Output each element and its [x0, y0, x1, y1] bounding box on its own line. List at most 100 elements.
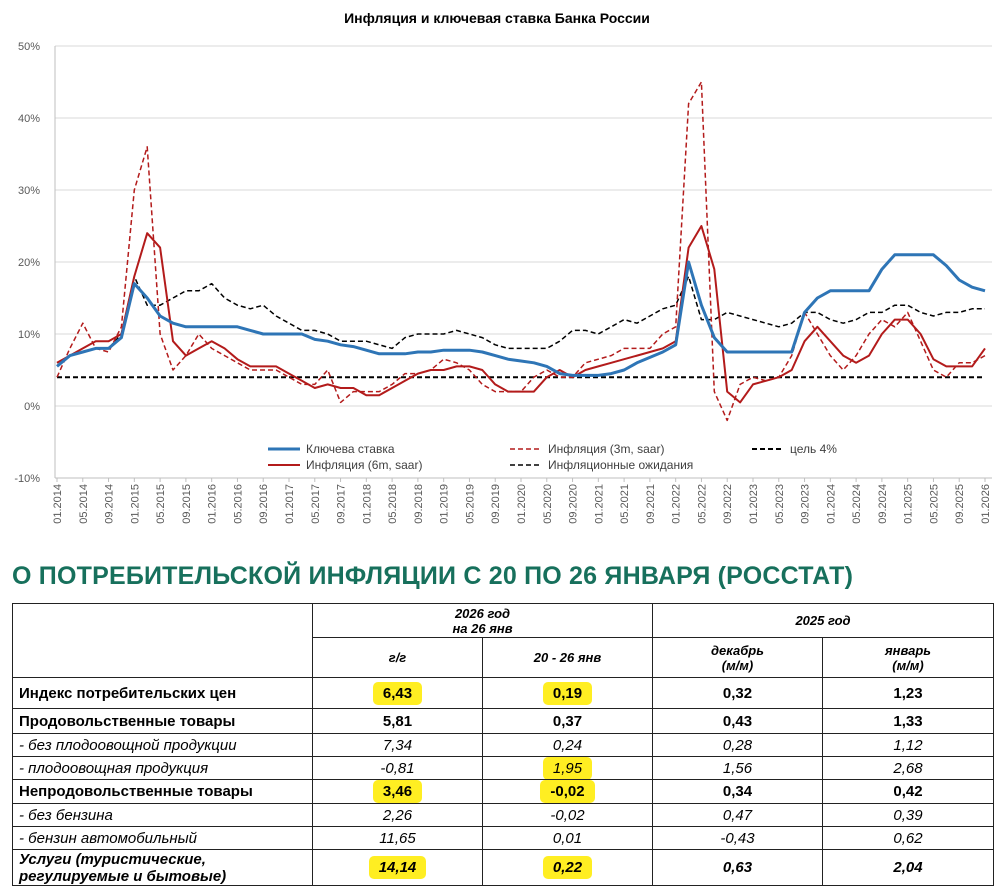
cell-value: 2,26 [382, 806, 413, 824]
header-text: декабрь [711, 642, 764, 658]
table-cell: 0,47 [652, 803, 823, 827]
inflation-table: 2026 год на 26 янв 2025 год г/г 20 - 26 я… [12, 603, 994, 886]
table-cell: 1,23 [822, 677, 994, 709]
cell-value: 1,23 [893, 684, 923, 702]
cell-value: 1,33 [893, 712, 923, 730]
x-tick-label: 05.2020 [542, 484, 554, 524]
series-line [56, 275, 985, 364]
header-cell: 2025 год [652, 603, 994, 638]
x-tick-label: 09.2025 [954, 484, 966, 524]
x-tick-label: 09.2020 [568, 484, 580, 524]
x-tick-label: 01.2018 [361, 484, 373, 524]
table-cell: 14,14 [312, 849, 483, 886]
table-cell: 1,95 [482, 756, 653, 780]
cell-value: 0,62 [893, 829, 923, 847]
table-cell: 1,56 [652, 756, 823, 780]
series-line [56, 253, 986, 377]
table-cell: 6,43 [312, 677, 483, 709]
x-tick-label: 01.2022 [671, 484, 683, 524]
table-cell: 3,46 [312, 779, 483, 804]
table-cell: -0,43 [652, 826, 823, 850]
x-tick-label: 05.2023 [774, 484, 786, 524]
x-tick-label: 05.2018 [387, 484, 399, 524]
row-label: Непродовольственные товары [19, 783, 253, 800]
cell-value: -0,43 [720, 829, 755, 847]
x-tick-label: 09.2022 [722, 484, 734, 524]
y-tick-label: 40% [18, 113, 40, 125]
cell-value: 0,42 [893, 783, 923, 800]
x-tick-label: 05.2015 [155, 484, 167, 524]
table-row: - плодоовощная продукция -0,81 1,95 1,56 2,6… [12, 756, 994, 780]
table-cell: 7,34 [312, 733, 483, 757]
row-label: Индекс потребительских цен [19, 684, 237, 702]
x-tick-label: 01.2015 [129, 484, 141, 524]
header-text: (м/м) [892, 657, 924, 673]
x-tick-label: 05.2014 [78, 484, 90, 524]
table-cell: 0,43 [652, 708, 823, 734]
table-cell: 0,63 [652, 849, 823, 886]
table-cell: 2,68 [822, 756, 994, 780]
cell-value: 14,14 [368, 856, 427, 879]
table-cell: 1,33 [822, 708, 994, 734]
chart-title: Инфляция и ключевая ставка Банка России [344, 10, 650, 26]
x-tick-label: 01.2023 [748, 484, 760, 524]
table-cell: 0,32 [652, 677, 823, 709]
table-cell: 0,28 [652, 733, 823, 757]
x-tick-label: 05.2025 [928, 484, 940, 524]
table-cell: - без бензина [12, 803, 313, 827]
x-tick-label: 01.2020 [516, 484, 528, 524]
table-cell: 5,81 [312, 708, 483, 734]
cell-value: 0,24 [552, 736, 583, 754]
table-cell: Продовольственные товары [12, 708, 313, 734]
cell-value: 1,12 [893, 736, 923, 754]
cell-value: 6,43 [372, 681, 423, 705]
table-cell: - без плодоовощной продукции [12, 733, 313, 757]
table-cell: 0,39 [822, 803, 994, 827]
cell-value: 0,63 [722, 859, 753, 876]
cell-value: 0,28 [722, 736, 753, 754]
table-cell: -0,02 [482, 779, 653, 804]
x-tick-label: 05.2016 [232, 484, 244, 524]
table-row: Индекс потребительских цен 6,43 0,19 0,32 1,… [12, 677, 994, 709]
header-cell: 20 - 26 янв [482, 637, 653, 678]
cell-value: 2,68 [893, 759, 923, 777]
row-label: - плодоовощная продукция [19, 759, 209, 777]
series-line [56, 225, 986, 404]
cell-value: 0,47 [722, 806, 753, 824]
table-cell: 0,34 [652, 779, 823, 804]
legend-label: Инфляционные ожидания [548, 458, 693, 472]
x-tick-label: 05.2024 [851, 484, 863, 524]
table-row: Непродовольственные товары 3,46 -0,02 0,34 0… [12, 779, 994, 804]
table-cell: -0,81 [312, 756, 483, 780]
x-tick-label: 05.2021 [619, 484, 631, 524]
cell-value: 1,95 [542, 757, 593, 779]
table-cell: -0,02 [482, 803, 653, 827]
legend-label: цель 4% [790, 442, 837, 456]
x-tick-label: 01.2016 [207, 484, 219, 524]
x-tick-label: 09.2021 [645, 484, 657, 524]
x-tick-label: 01.2025 [903, 484, 915, 524]
x-tick-label: 05.2022 [696, 484, 708, 524]
y-tick-label: 20% [18, 257, 40, 269]
cell-value: 3,46 [372, 780, 423, 803]
row-label: Продовольственные товары [19, 712, 236, 730]
legend-label: Инфляция (3m, saar) [548, 442, 664, 456]
cell-value: 0,32 [722, 684, 753, 702]
header-text: (м/м) [721, 657, 754, 673]
row-label: Услуги (туристические, регулируемые и бы… [19, 850, 227, 885]
x-tick-label: 09.2017 [336, 484, 348, 524]
table-row: - бензин автомобильный 11,65 0,01 -0,43 0,62 [12, 826, 994, 850]
table-cell: - бензин автомобильный [12, 826, 313, 850]
header-cell: г/г [312, 637, 483, 678]
x-tick-label: 09.2024 [877, 484, 889, 524]
header-cell: 2026 год на 26 янв [312, 603, 653, 638]
cell-value: 0,01 [552, 829, 583, 847]
cell-value: 0,39 [893, 806, 923, 824]
cell-value: -0,02 [540, 780, 595, 803]
table-row: - без плодоовощной продукции 7,34 0,24 0,28… [12, 733, 994, 757]
x-tick-label: 09.2014 [104, 484, 116, 524]
header-text: на 26 янв [452, 620, 513, 636]
table-cell: 0,22 [482, 849, 653, 886]
header-text: январь [884, 642, 932, 658]
row-label: - бензин автомобильный [19, 829, 197, 847]
